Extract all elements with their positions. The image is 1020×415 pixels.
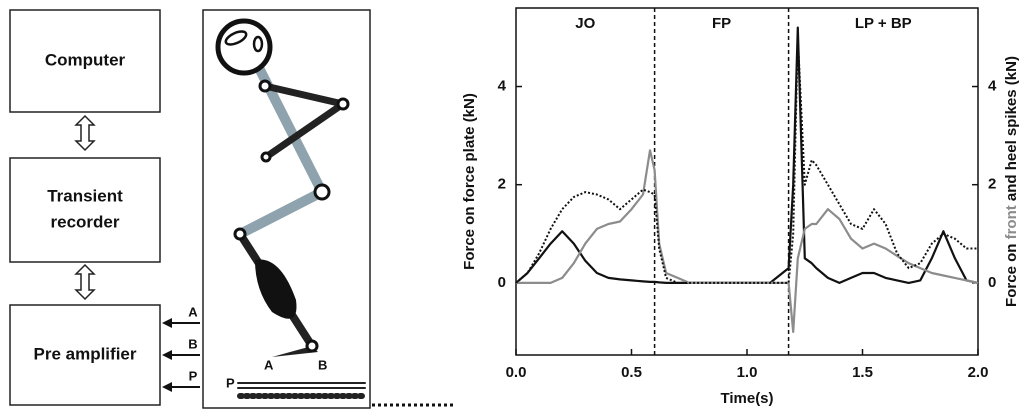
series-line bbox=[516, 149, 979, 333]
figure-label: A bbox=[264, 357, 274, 372]
input-label: B bbox=[188, 336, 197, 351]
y-tick-label: 4 bbox=[498, 77, 507, 94]
series-line bbox=[515, 36, 978, 284]
y2-label-part: front bbox=[1003, 205, 1020, 239]
figure-panel bbox=[202, 9, 371, 409]
figure-label: P bbox=[226, 375, 235, 390]
computer-box bbox=[9, 9, 161, 113]
y-tick-label: 2 bbox=[498, 176, 506, 193]
limb bbox=[235, 187, 327, 239]
double-arrow bbox=[74, 114, 96, 152]
box-label: Pre amplifier bbox=[34, 344, 137, 363]
input-label: A bbox=[188, 304, 198, 319]
y2-axis-label: Force on front and heel spikes (kN) bbox=[1003, 56, 1020, 307]
amplifier-box bbox=[9, 304, 161, 406]
chart: 0.0 0.5 1.0 1.5 2.0 0 2 4 0 2 4 JO FP LP + BP Time(s) F… bbox=[461, 7, 1020, 407]
joints bbox=[233, 79, 350, 353]
phase-label: LP + BP bbox=[855, 15, 912, 32]
x-tick-label: 0.0 bbox=[506, 364, 527, 381]
x-tick-label: 1.5 bbox=[852, 364, 873, 381]
box-label: Computer bbox=[45, 50, 126, 69]
x-tick-label: 1.0 bbox=[737, 364, 758, 381]
double-arrow bbox=[74, 263, 96, 301]
eye bbox=[252, 35, 264, 53]
figure-label: B bbox=[318, 357, 327, 372]
recorder-box bbox=[9, 157, 161, 263]
calf bbox=[255, 259, 297, 319]
phase-label: FP bbox=[712, 15, 731, 32]
y2-tick-label: 0 bbox=[988, 274, 996, 291]
plot-frame bbox=[515, 7, 979, 356]
y-tick-label: 0 bbox=[498, 274, 506, 291]
x-tick-label: 0.5 bbox=[621, 364, 642, 381]
y2-label-part: Force on bbox=[1003, 239, 1020, 307]
block-diagram bbox=[9, 9, 371, 409]
limb bbox=[262, 100, 347, 161]
x-tick-label: 2.0 bbox=[968, 364, 989, 381]
box-label: Transient bbox=[47, 186, 123, 205]
limb bbox=[261, 82, 347, 108]
stick-figure bbox=[215, 18, 366, 399]
x-axis-label: Time(s) bbox=[720, 390, 773, 407]
phase-label: JO bbox=[575, 15, 595, 32]
y2-tick-label: 2 bbox=[988, 176, 996, 193]
eye bbox=[224, 30, 248, 46]
arrow-heads bbox=[162, 318, 172, 392]
input-arrows bbox=[168, 322, 200, 388]
y2-label-part: and heel spikes (kN) bbox=[1003, 56, 1020, 205]
input-label: P bbox=[189, 368, 198, 383]
y-axis-label: Force on force plate (kN) bbox=[461, 93, 478, 270]
diagram-labels: Computer Transient recorder Pre amplifier A B… bbox=[34, 50, 328, 390]
box-label: recorder bbox=[51, 212, 120, 231]
y2-tick-label: 4 bbox=[988, 77, 997, 94]
